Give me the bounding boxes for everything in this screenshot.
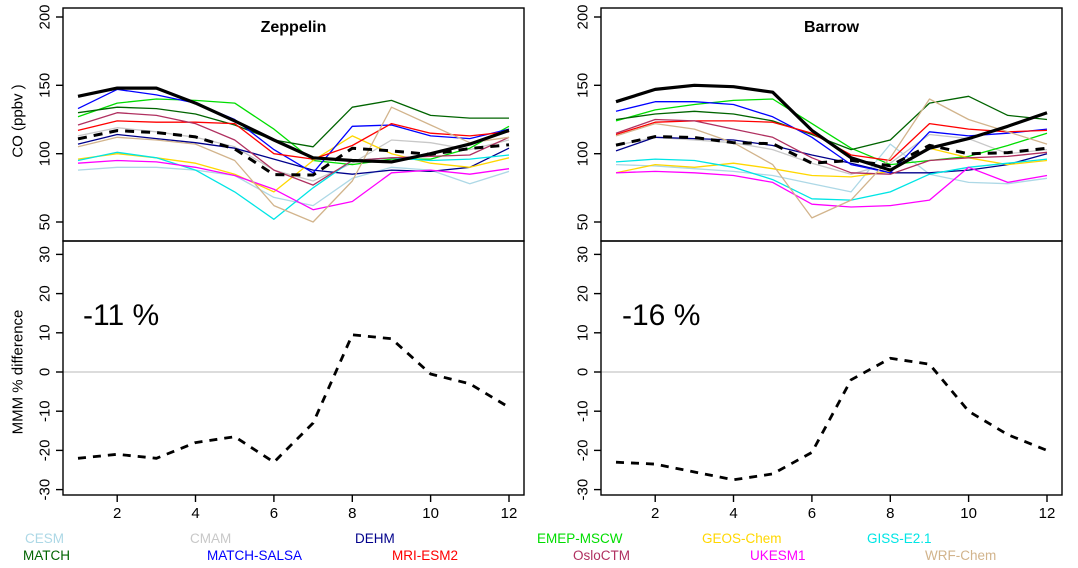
x-tick-label: 4 xyxy=(191,505,199,522)
series-line-mmm-difference xyxy=(615,356,1048,482)
legend-item-osloctm: OsloCTM xyxy=(573,548,630,563)
legend-item-ukesm1: UKESM1 xyxy=(750,548,806,563)
y-tick-label: 150 xyxy=(575,73,592,98)
panel-border xyxy=(62,240,525,496)
x-tick-label: 6 xyxy=(270,505,278,522)
x-tick-label: 8 xyxy=(886,505,894,522)
y-tick-label: -20 xyxy=(575,440,592,462)
panel-co-zeppelin: 50 100 150 200 xyxy=(37,4,525,242)
y-tick-label: 100 xyxy=(575,141,592,166)
panel-title-barrow: Barrow xyxy=(803,19,860,36)
panel-co-barrow: 50 100 150 200 xyxy=(575,4,1063,242)
series-line-wrf-chem xyxy=(615,98,1048,219)
y-tick-label: 200 xyxy=(575,4,592,29)
x-tick-label: 4 xyxy=(729,505,737,522)
series-line-multi-model-mean xyxy=(615,135,1048,168)
x-tick-label: 2 xyxy=(651,505,659,522)
series-line-cesm xyxy=(77,166,510,207)
x-tick-label: 10 xyxy=(422,505,439,522)
series-line-mmm-difference xyxy=(77,333,510,464)
legend-item-geos-chem: GEOS-Chem xyxy=(702,531,782,546)
series-line-giss-e2.1 xyxy=(615,158,1048,201)
series-line-match-salsa xyxy=(77,88,510,174)
y-tick-label: 10 xyxy=(37,324,54,341)
annotation-diff-zeppelin: -11 % xyxy=(83,299,160,332)
y-tick-label: 20 xyxy=(37,285,54,302)
y-tick-label: 0 xyxy=(575,368,592,376)
panel-border xyxy=(600,240,1063,496)
series-line-ukesm1 xyxy=(77,159,510,211)
legend-item-match: MATCH xyxy=(23,548,70,563)
series-line-dehm xyxy=(77,133,510,175)
series-line-giss-e2.1 xyxy=(77,151,510,220)
panel-diff-zeppelin: -30 -20 -10 0 10 20 30 2 4 6 8 10 12 xyxy=(37,240,525,522)
series-line-cesm xyxy=(615,143,1048,193)
series-line-osloctm xyxy=(77,112,510,186)
legend-item-giss-e2.1: GISS-E2.1 xyxy=(867,531,932,546)
annotation-diff-barrow: -16 % xyxy=(622,299,701,332)
legend-item-match-salsa: MATCH-SALSA xyxy=(207,548,303,563)
y-tick-label: -10 xyxy=(37,400,54,422)
legend-item-mri-esm2: MRI-ESM2 xyxy=(392,548,459,563)
y-tick-label: -30 xyxy=(575,479,592,501)
x-tick-label: 12 xyxy=(1039,505,1056,522)
series-line-osloctm xyxy=(615,118,1048,175)
legend-item-cesm: CESM xyxy=(25,531,65,546)
y-tick-label: 30 xyxy=(575,246,592,263)
series-line-observations xyxy=(77,86,510,164)
series-line-ukesm1 xyxy=(615,166,1048,208)
x-tick-label: 6 xyxy=(808,505,816,522)
y-tick-label: 0 xyxy=(37,368,54,376)
y-tick-label: 10 xyxy=(575,324,592,341)
series-line-mri-esm2 xyxy=(77,120,510,160)
series-line-match xyxy=(77,99,509,148)
y-tick-label: 20 xyxy=(575,285,592,302)
y-axis-label-mmm-diff: MMM % difference xyxy=(9,309,27,435)
series-line-cmam xyxy=(615,133,1048,175)
legend-item-dehm: DEHM xyxy=(355,531,395,546)
series-line-match xyxy=(615,95,1048,151)
legend-item-cmam: CMAM xyxy=(190,531,232,546)
y-tick-label: 50 xyxy=(575,214,592,231)
y-tick-label: -30 xyxy=(37,479,54,501)
y-tick-label: -20 xyxy=(37,440,54,462)
y-tick-label: 150 xyxy=(37,73,54,98)
series-line-multi-model-mean xyxy=(77,129,510,177)
series-line-observations xyxy=(615,83,1048,172)
series-line-cmam xyxy=(77,127,510,182)
x-tick-label: 2 xyxy=(113,505,121,522)
panel-diff-barrow: -30 -20 -10 0 10 20 30 2 4 6 8 10 12 xyxy=(575,240,1063,522)
series-line-geos-chem xyxy=(615,147,1048,178)
y-tick-label: 200 xyxy=(37,4,54,29)
y-tick-label: 100 xyxy=(37,141,54,166)
panel-title-zeppelin: Zeppelin xyxy=(260,19,327,36)
y-tick-label: 50 xyxy=(37,214,54,231)
legend-item-emep-mscw: EMEP-MSCW xyxy=(537,531,623,546)
series-line-emep-mscw xyxy=(77,98,510,166)
legend-item-wrf-chem: WRF-Chem xyxy=(925,548,997,563)
x-tick-label: 8 xyxy=(348,505,356,522)
x-tick-label: 12 xyxy=(501,505,518,522)
y-tick-label: -10 xyxy=(575,400,592,422)
panel-border xyxy=(62,7,525,242)
y-tick-label: 30 xyxy=(37,246,54,263)
y-axis-label-co: CO (ppbv ) xyxy=(9,84,27,158)
series-line-wrf-chem xyxy=(77,106,510,223)
series-line-emep-mscw xyxy=(615,98,1048,166)
x-tick-label: 10 xyxy=(960,505,977,522)
